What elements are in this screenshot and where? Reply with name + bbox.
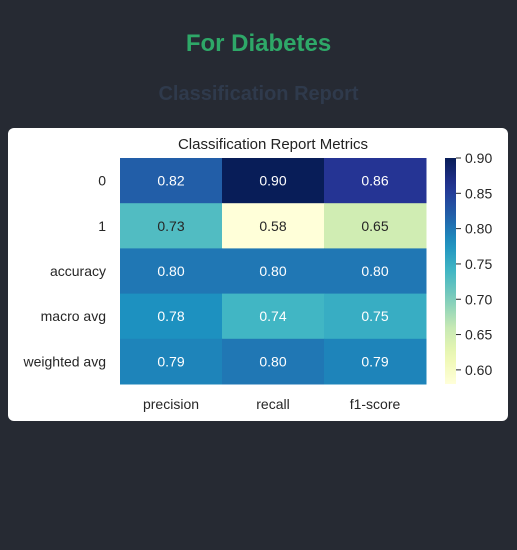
heatmap-cell: [222, 248, 325, 295]
column-label: f1-score: [350, 396, 401, 412]
cell-value-label: 0.79: [157, 353, 184, 369]
heatmap-chart-card: Classification Report Metrics 0.82 0.90 0.…: [8, 128, 508, 421]
cell-value-label: 0.58: [259, 218, 286, 234]
cell-value-label: 0.73: [157, 218, 184, 234]
heatmap-cell: [324, 203, 427, 249]
cell-value-label: 0.82: [157, 173, 184, 189]
colorbar-tick-label: 0.60: [465, 362, 492, 378]
heatmap-cell: [222, 293, 325, 340]
heatmap-cell: [324, 158, 427, 204]
cell-value-label: 0.74: [259, 308, 286, 324]
heatmap-cell: [222, 158, 325, 204]
column-label: precision: [143, 396, 199, 412]
heatmap-chart: Classification Report Metrics 0.82 0.90 0.…: [22, 136, 492, 412]
row-label: 0: [98, 173, 106, 189]
cell-value-label: 0.78: [157, 308, 184, 324]
section-heading: Classification Report: [158, 83, 359, 105]
heatmap-cell: [120, 248, 223, 295]
heatmap-cell: [222, 338, 325, 385]
colorbar-tick-label: 0.80: [465, 221, 492, 237]
colorbar: [445, 158, 456, 384]
page-title: For Diabetes: [185, 30, 332, 57]
cell-value-label: 0.80: [361, 263, 388, 279]
row-label: weighted avg: [22, 353, 106, 369]
row-label: 1: [98, 218, 106, 234]
heatmap-cell: [222, 203, 325, 249]
colorbar-tick-label: 0.90: [465, 150, 492, 166]
cell-value-label: 0.79: [361, 353, 388, 369]
colorbar-tick-label: 0.70: [465, 291, 492, 307]
row-label: macro avg: [41, 308, 106, 324]
heatmap-cell: [324, 338, 427, 385]
cell-value-label: 0.90: [259, 173, 286, 189]
cell-value-label: 0.80: [157, 263, 184, 279]
heatmap-cell: [120, 158, 223, 204]
column-label: recall: [256, 396, 289, 412]
cell-value-label: 0.75: [361, 308, 388, 324]
colorbar-tick-label: 0.85: [465, 185, 492, 201]
heatmap-cell: [120, 203, 223, 249]
heatmap-cell: [324, 248, 427, 295]
colorbar-tick-label: 0.65: [465, 327, 492, 343]
cell-value-label: 0.86: [361, 173, 388, 189]
heatmap-cell: [324, 293, 427, 340]
cell-value-label: 0.80: [259, 263, 286, 279]
heatmap-cell: [120, 338, 223, 385]
chart-title: Classification Report Metrics: [178, 136, 368, 153]
heatmap-cell: [120, 293, 223, 340]
colorbar-tick-label: 0.75: [465, 256, 492, 272]
row-label: accuracy: [50, 263, 106, 279]
cell-value-label: 0.65: [361, 218, 388, 234]
cell-value-label: 0.80: [259, 353, 286, 369]
